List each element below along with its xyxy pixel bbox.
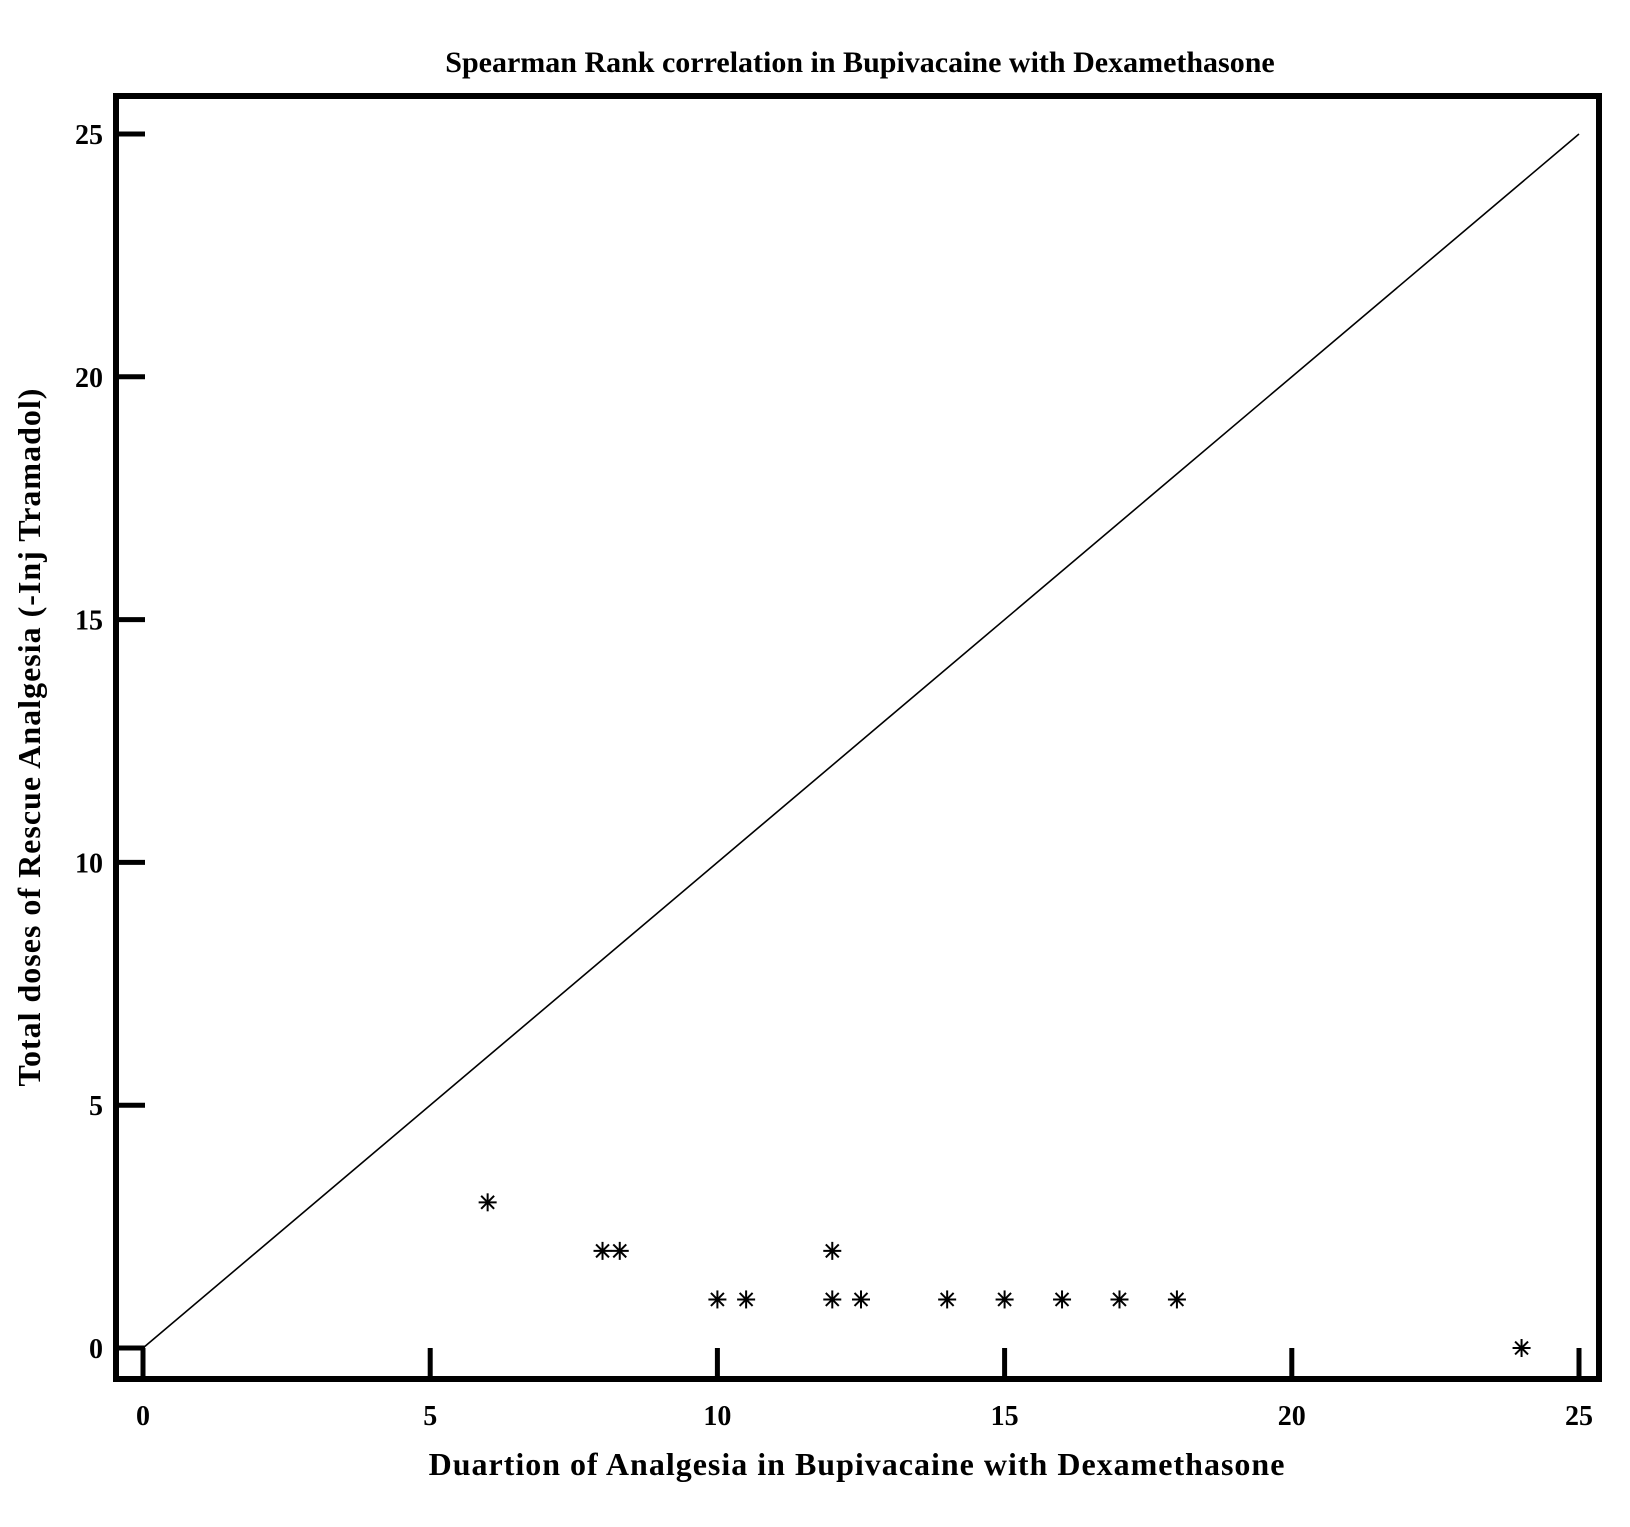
data-point [852, 1290, 870, 1309]
data-point [1167, 1290, 1186, 1309]
data-point [823, 1290, 842, 1309]
y-axis-label: Total doses of Rescue Analgesia (-Inj Tr… [11, 388, 47, 1087]
data-point [1512, 1339, 1531, 1357]
x-tick-label: 20 [1278, 1401, 1306, 1432]
y-axis-ticks: 0 5 10 15 20 25 [75, 120, 145, 1365]
data-point [823, 1241, 842, 1260]
reference-line-group [142, 133, 1580, 1349]
data-point [1110, 1290, 1129, 1309]
data-point [593, 1241, 612, 1260]
x-tick-label: 0 [136, 1401, 150, 1432]
chart-title: Spearman Rank correlation in Bupivacaine… [445, 46, 1274, 79]
x-axis-ticks: 0 5 10 15 20 25 [136, 1348, 1593, 1432]
y-tick-label: 25 [75, 120, 103, 151]
reference-line [142, 133, 1580, 1349]
data-point [1053, 1290, 1072, 1309]
data-point [995, 1290, 1014, 1309]
data-point [478, 1193, 497, 1212]
data-point [938, 1290, 957, 1309]
data-points [478, 1193, 1531, 1357]
x-tick-label: 15 [991, 1401, 1019, 1432]
x-axis-label: Duartion of Analgesia in Bupivacaine wit… [429, 1446, 1286, 1482]
y-tick-label: 15 [75, 606, 103, 637]
x-tick-label: 10 [703, 1401, 731, 1432]
data-point [737, 1290, 756, 1309]
x-tick-label: 25 [1565, 1401, 1593, 1432]
y-tick-label: 20 [75, 363, 103, 394]
x-tick-label: 5 [423, 1401, 437, 1432]
data-point [708, 1290, 727, 1309]
y-tick-label: 10 [75, 848, 103, 879]
y-tick-label: 5 [89, 1091, 103, 1122]
plot-frame [113, 93, 1602, 1382]
y-tick-label: 0 [89, 1334, 103, 1365]
data-point [610, 1241, 629, 1260]
